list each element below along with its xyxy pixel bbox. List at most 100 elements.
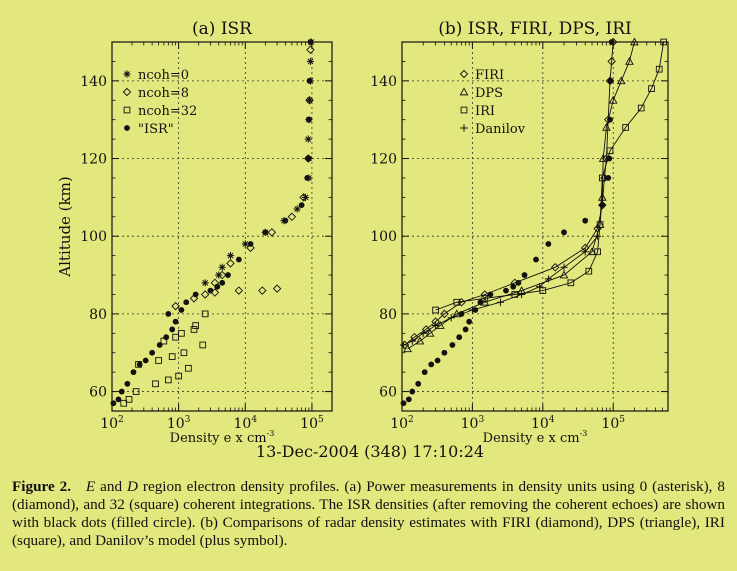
y-tick-label: 80 [379, 307, 397, 323]
data-point [521, 272, 528, 278]
data-point [598, 153, 608, 162]
data-point [201, 310, 209, 318]
x-tick-exponent: 5 [318, 415, 324, 425]
data-point [304, 135, 312, 143]
x-tick-base: 10 [100, 416, 118, 432]
series-line [403, 235, 598, 346]
x-axis-label: Density e x cm-3 [483, 429, 588, 446]
data-point [496, 298, 505, 306]
x-tick-base: 10 [601, 416, 619, 432]
legend-marker [459, 87, 469, 96]
series-plus [399, 232, 602, 349]
data-point [655, 65, 663, 73]
legend-label: ncoh=32 [138, 104, 197, 119]
data-point [156, 342, 163, 348]
data-point [594, 248, 601, 256]
data-point [449, 342, 456, 348]
data-point [287, 212, 297, 222]
data-point [183, 299, 190, 306]
data-point [219, 279, 226, 286]
chart-title: (b) ISR, FIRI, DPS, IRI [438, 19, 632, 39]
data-point [192, 291, 199, 298]
x-tick-label: 103 [461, 415, 485, 432]
legend: FIRI DPS IRI Danilov [459, 68, 526, 137]
y-tick-label: 140 [370, 74, 397, 90]
data-point [267, 228, 277, 237]
data-point [178, 307, 185, 313]
data-point [293, 205, 301, 213]
y-tick-label: 100 [370, 229, 397, 245]
legend-label: FIRI [475, 68, 504, 83]
x-tick-exponent: 2 [118, 415, 124, 425]
data-point [305, 116, 312, 123]
footer-timestamp: 13-Dec-2004 (348) 17:10:24 [256, 442, 484, 460]
data-point [510, 283, 517, 290]
y-tick-label: 140 [80, 74, 107, 90]
data-point [607, 57, 616, 66]
data-point [596, 221, 604, 228]
data-point [535, 283, 544, 291]
data-point [124, 380, 131, 387]
data-point [307, 39, 314, 45]
data-point [481, 295, 489, 302]
data-point [185, 364, 192, 372]
legend-label: ncoh=0 [138, 68, 189, 83]
series-line [404, 41, 614, 346]
figure-caption: Figure 2. E and D region electron densit… [12, 478, 725, 550]
data-point [120, 399, 128, 407]
series-square [120, 310, 209, 407]
x-axis-label-text: Density e x cm [483, 431, 580, 446]
data-point [487, 291, 494, 298]
plot-frame [401, 41, 669, 412]
data-point [472, 307, 479, 313]
y-axis-label: Altitude (km) [56, 176, 74, 277]
data-point [306, 77, 313, 84]
data-point [561, 229, 567, 236]
x-tick-base: 10 [167, 416, 185, 432]
data-point [637, 104, 645, 112]
data-point [304, 175, 311, 181]
data-point [625, 56, 634, 65]
x-tick-exponent: 4 [549, 415, 555, 425]
data-point [132, 388, 140, 395]
x-tick-label: 104 [234, 415, 258, 432]
data-point [178, 329, 185, 337]
x-tick-base: 10 [461, 416, 479, 432]
data-point [118, 388, 125, 395]
legend-marker [460, 124, 468, 132]
data-point [545, 241, 552, 247]
series-filled-circle [110, 39, 314, 407]
x-tick-base: 10 [300, 416, 318, 432]
data-point [539, 287, 547, 294]
data-point [660, 38, 667, 46]
series-filled-circle [400, 39, 615, 407]
data-point [399, 341, 408, 349]
data-point [301, 193, 310, 201]
data-point [241, 240, 249, 248]
data-point [226, 252, 235, 260]
data-point [155, 357, 162, 364]
data-point [149, 349, 156, 356]
data-point [207, 287, 214, 294]
data-point [441, 349, 448, 356]
series-line [407, 41, 635, 350]
data-point [606, 155, 613, 162]
data-point [477, 299, 484, 306]
data-point [115, 396, 122, 403]
data-point [582, 217, 589, 224]
data-point [608, 95, 618, 104]
x-tick-exponent: 4 [251, 415, 257, 425]
data-point [447, 314, 455, 322]
data-point [462, 326, 469, 333]
data-point [225, 272, 231, 278]
data-point [214, 283, 221, 290]
legend: ncoh=0 ncoh=8 ncoh=32 "ISR" [122, 68, 197, 137]
data-point [136, 361, 143, 368]
data-point [200, 290, 210, 299]
data-point [246, 243, 255, 253]
data-point [164, 376, 172, 384]
caption-text: region electron density profiles. (a) Po… [12, 478, 725, 549]
x-tick-label: 103 [167, 415, 191, 432]
x-axis-label-text: Density e x cm [170, 431, 267, 446]
